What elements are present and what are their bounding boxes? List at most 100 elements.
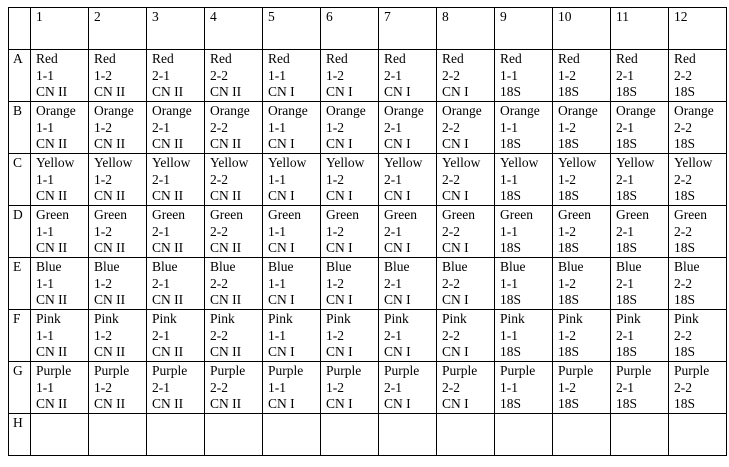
well-cell: Pink 1-1 18S (494, 309, 553, 362)
column-header: 3 (146, 7, 205, 50)
well-cell: Pink 1-1 CN I (262, 309, 321, 362)
well-color: Yellow (674, 155, 713, 170)
well-cell: Yellow 1-2 CN I (320, 153, 379, 206)
well-cell: Blue 2-1 18S (610, 257, 669, 310)
well-target: CN I (326, 292, 353, 307)
well-target: CN II (36, 136, 68, 151)
well-cell: Green 1-1 CN I (262, 205, 321, 258)
well-color: Red (94, 51, 116, 66)
well-cell: Yellow 1-2 CN II (88, 153, 147, 206)
well-sample: 1-2 (558, 67, 576, 83)
well-sample: 1-1 (500, 67, 518, 83)
well-cell: Yellow 2-2 18S (668, 153, 727, 206)
well-cell: Purple 2-1 18S (610, 361, 669, 414)
well-target: CN II (210, 84, 242, 99)
well-cell: Green 2-1 18S (610, 205, 669, 258)
well-target: 18S (674, 292, 696, 307)
header-row: 1 2 3 4 5 6 7 8 9 10 11 12 (8, 7, 727, 50)
well-sample: 2-1 (152, 119, 170, 135)
well-sample: 1-1 (268, 223, 286, 239)
well-cell: Pink 2-2 18S (668, 309, 727, 362)
well-target: CN II (94, 292, 126, 307)
well-sample: 1-2 (326, 171, 344, 187)
well-cell: Red 2-2 CN II (204, 49, 263, 102)
well-sample: 1-1 (268, 379, 286, 395)
well-cell: Blue 2-2 CN I (436, 257, 495, 310)
well-target: CN II (152, 136, 184, 151)
well-target: CN II (152, 84, 184, 99)
well-cell: Red 1-2 CN II (88, 49, 147, 102)
well-sample: 1-2 (326, 275, 344, 291)
well-cell: Yellow 1-1 CN I (262, 153, 321, 206)
well-sample: 1-2 (558, 379, 576, 395)
well-target: CN II (210, 344, 242, 359)
well-cell: Yellow 2-1 18S (610, 153, 669, 206)
well-target: CN I (384, 344, 411, 359)
well-color: Blue (674, 259, 700, 274)
well-target: CN II (36, 292, 68, 307)
well-cell: Pink 1-2 18S (552, 309, 611, 362)
well-color: Green (36, 207, 69, 222)
well-sample: 2-1 (616, 275, 634, 291)
well-target: 18S (558, 240, 580, 255)
well-target: CN II (36, 84, 68, 99)
well-cell: Green 1-1 18S (494, 205, 553, 258)
well-sample: 2-2 (442, 275, 460, 291)
well-target: CN II (152, 396, 184, 411)
well-cell: Yellow 1-1 CN II (30, 153, 89, 206)
well-target: 18S (674, 136, 696, 151)
column-header: 12 (668, 7, 727, 50)
well-target: 18S (674, 188, 696, 203)
well-sample: 1-1 (500, 275, 518, 291)
well-sample: 1-2 (94, 119, 112, 135)
well-cell: Pink 2-1 18S (610, 309, 669, 362)
well-color: Blue (442, 259, 468, 274)
well-target: 18S (616, 136, 638, 151)
well-cell: Red 1-1 CN II (30, 49, 89, 102)
well-color: Orange (616, 103, 656, 118)
well-color: Red (674, 51, 696, 66)
well-color: Yellow (210, 155, 249, 170)
well-color: Orange (674, 103, 714, 118)
well-target: CN I (384, 84, 411, 99)
well-color: Green (674, 207, 707, 222)
well-color: Green (326, 207, 359, 222)
well-color: Blue (500, 259, 526, 274)
well-sample: 1-1 (36, 275, 54, 291)
well-cell: Blue 1-1 CN I (262, 257, 321, 310)
well-target: CN II (210, 396, 242, 411)
well-cell: Pink 1-2 CN II (88, 309, 147, 362)
well-target: CN I (384, 136, 411, 151)
well-target: CN II (94, 396, 126, 411)
well-cell: Purple 2-2 CN II (204, 361, 263, 414)
well-cell: Blue 2-1 CN I (378, 257, 437, 310)
well-sample: 1-1 (36, 379, 54, 395)
well-target: CN I (268, 344, 295, 359)
well-color: Yellow (94, 155, 133, 170)
well-color: Blue (558, 259, 584, 274)
well-sample: 2-1 (616, 223, 634, 239)
well-cell: Blue 1-2 CN II (88, 257, 147, 310)
well-target: CN I (326, 396, 353, 411)
table-row: D Green 1-1 CN II Green 1-2 CN II Green 2-1 CN II… (8, 205, 727, 258)
well-sample: 1-1 (36, 327, 54, 343)
well-sample: 1-2 (94, 171, 112, 187)
well-color: Red (210, 51, 232, 66)
well-color: Orange (268, 103, 308, 118)
well-cell: Yellow 1-2 18S (552, 153, 611, 206)
well-sample: 2-1 (616, 67, 634, 83)
well-target: 18S (616, 344, 638, 359)
well-sample: 1-1 (268, 67, 286, 83)
well-color: Purple (152, 363, 188, 378)
well-target: 18S (674, 344, 696, 359)
well-sample: 2-2 (442, 379, 460, 395)
well-color: Pink (384, 311, 409, 326)
well-color: Yellow (616, 155, 655, 170)
well-sample: 1-1 (268, 119, 286, 135)
well-color: Pink (616, 311, 641, 326)
well-sample: 1-1 (36, 223, 54, 239)
well-sample: 2-2 (210, 119, 228, 135)
well-target: 18S (558, 136, 580, 151)
well-color: Red (326, 51, 348, 66)
well-target: CN II (152, 188, 184, 203)
